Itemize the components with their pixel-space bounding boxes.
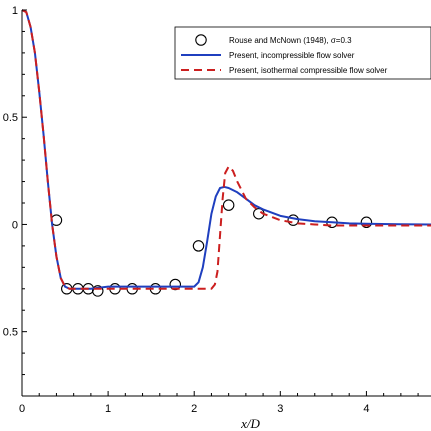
legend-marker-circle xyxy=(195,34,207,46)
x-tick-label: 0 xyxy=(19,403,25,415)
plot-area xyxy=(22,9,431,297)
legend-label: Present, isothermal compressible flow so… xyxy=(229,66,388,75)
x-tick-label: 3 xyxy=(277,403,283,415)
axes: 0 1 2 3 4 1 0.5 0 0.5 xyxy=(3,5,431,415)
data-point xyxy=(287,214,299,226)
data-point xyxy=(92,285,104,297)
y-tick-label: 0 xyxy=(12,219,18,231)
series-line-compressible xyxy=(22,9,431,290)
data-point xyxy=(222,199,235,211)
legend: Rouse and McNown (1948), σ=0.3 Present, i… xyxy=(174,26,431,80)
y-tick-label: 0.5 xyxy=(3,327,18,339)
legend-label: Present, incompressible flow solver xyxy=(229,51,355,60)
legend-box xyxy=(174,26,431,80)
y-tick-label: 0.5 xyxy=(3,112,18,124)
x-axis-label: x/D xyxy=(240,416,260,431)
x-tick-label: 1 xyxy=(105,403,111,415)
data-point xyxy=(192,240,205,252)
legend-label: Rouse and McNown (1948), σ=0.3 xyxy=(229,36,352,45)
y-tick-label: 1 xyxy=(12,5,18,17)
data-point xyxy=(360,216,373,229)
x-tick-label: 2 xyxy=(191,403,197,415)
x-tick-label: 4 xyxy=(363,403,369,415)
